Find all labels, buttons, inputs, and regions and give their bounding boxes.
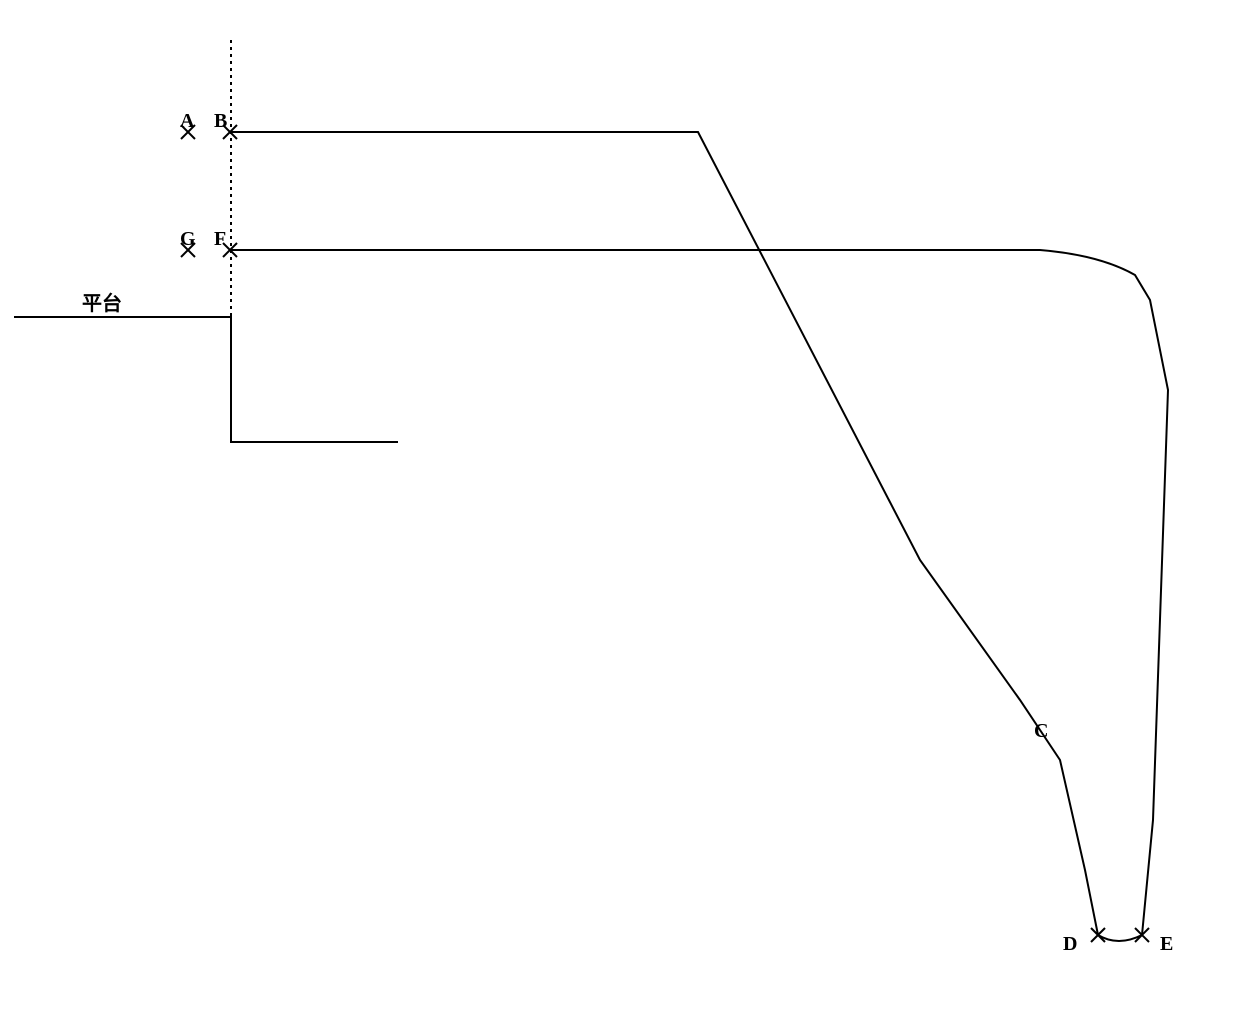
diagram-svg <box>0 0 1240 1033</box>
trajectory-fe <box>230 250 1168 935</box>
trajectory-bd <box>230 132 1098 935</box>
connector-de <box>1098 935 1142 941</box>
label-c: C <box>1034 720 1048 743</box>
label-b: B <box>214 110 227 133</box>
platform-outline <box>14 317 398 442</box>
label-a: A <box>180 110 194 133</box>
label-f: F <box>214 228 226 251</box>
label-platform: 平台 <box>82 287 122 316</box>
label-d: D <box>1063 933 1077 956</box>
label-e: E <box>1160 933 1173 956</box>
label-g: G <box>180 228 196 251</box>
